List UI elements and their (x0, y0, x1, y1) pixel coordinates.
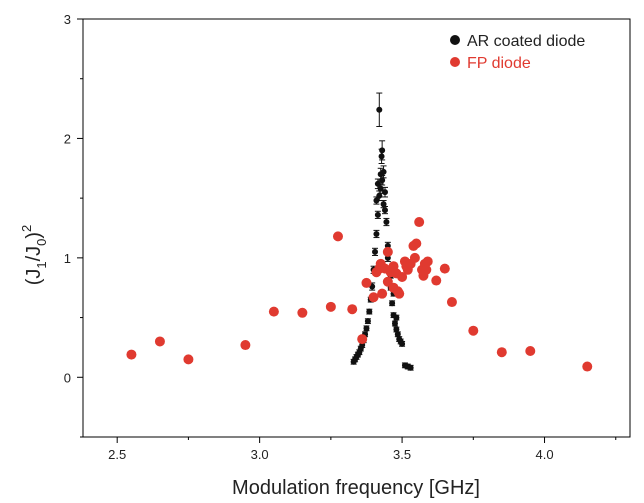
data-point (414, 217, 425, 228)
data-point (468, 325, 479, 336)
data-point (357, 334, 368, 345)
data-point (379, 177, 386, 184)
data-point (378, 153, 385, 160)
legend-label-fp: FP diode (467, 55, 531, 72)
data-point (397, 271, 408, 282)
y-axis-title: (J1/J0)2 (19, 225, 49, 286)
data-point (382, 246, 393, 257)
data-point (407, 364, 414, 371)
data-point (439, 263, 450, 274)
plot-area (82, 18, 631, 438)
data-point (332, 231, 343, 242)
data-point (154, 336, 165, 347)
y-tick-label: 3 (64, 12, 71, 27)
data-point (377, 288, 388, 299)
data-point (383, 219, 390, 226)
legend-label-ar-coated: AR coated diode (467, 33, 585, 50)
x-axis-ticks: 2.5 3.0 3.5 4.0 (108, 437, 617, 462)
x-tick-label: 4.0 (535, 447, 553, 462)
data-point (525, 346, 536, 357)
data-point (409, 252, 420, 263)
data-point (582, 361, 593, 372)
data-point (389, 300, 396, 307)
data-point (380, 201, 387, 208)
data-point (393, 326, 400, 333)
data-point (496, 347, 507, 358)
y-axis-title-part: ) (23, 232, 45, 239)
y-tick-label: 2 (64, 131, 71, 146)
y-axis-title-part: /J (23, 246, 45, 262)
data-point (374, 211, 381, 218)
data-point (446, 297, 457, 308)
y-axis-title-superscript: 2 (19, 225, 34, 232)
data-point (373, 197, 380, 204)
data-point (373, 230, 380, 237)
data-point (366, 308, 373, 315)
data-point (431, 275, 442, 286)
series-layer (126, 92, 593, 372)
data-point (391, 320, 398, 327)
data-point (394, 288, 405, 299)
y-tick-label: 1 (64, 251, 71, 266)
data-point (268, 306, 279, 317)
x-tick-label: 2.5 (108, 447, 126, 462)
data-point (421, 264, 432, 275)
data-point (240, 340, 251, 351)
data-point (368, 292, 379, 303)
y-axis-title-subscript: 1 (34, 261, 49, 268)
data-point (379, 147, 386, 154)
legend-marker-ar-coated (450, 35, 460, 45)
legend: AR coated diode FP diode (450, 33, 585, 72)
x-tick-label: 3.0 (251, 447, 269, 462)
data-point (361, 277, 372, 288)
data-point (363, 325, 370, 332)
data-point (297, 307, 308, 318)
data-point (372, 248, 379, 255)
data-point (376, 106, 383, 113)
data-point (364, 318, 371, 325)
series-fp-diode (126, 217, 593, 372)
y-axis-title-part: (J (23, 269, 45, 286)
y-axis-title-subscript: 0 (34, 239, 49, 246)
x-axis-title: Modulation frequency [GHz] (232, 477, 480, 499)
data-point (380, 168, 387, 175)
data-point (183, 354, 194, 365)
data-point (422, 256, 433, 267)
data-point (393, 314, 400, 321)
y-axis-ticks: 0 1 2 3 (64, 12, 83, 438)
data-point (381, 207, 388, 214)
data-point (399, 340, 406, 347)
data-point (347, 304, 358, 315)
data-point (394, 331, 401, 338)
data-point (325, 301, 336, 312)
data-point (377, 185, 384, 192)
data-point (126, 349, 137, 360)
y-tick-label: 0 (64, 370, 71, 385)
legend-marker-fp (450, 57, 460, 67)
x-tick-label: 3.5 (393, 447, 411, 462)
data-point (411, 238, 422, 249)
